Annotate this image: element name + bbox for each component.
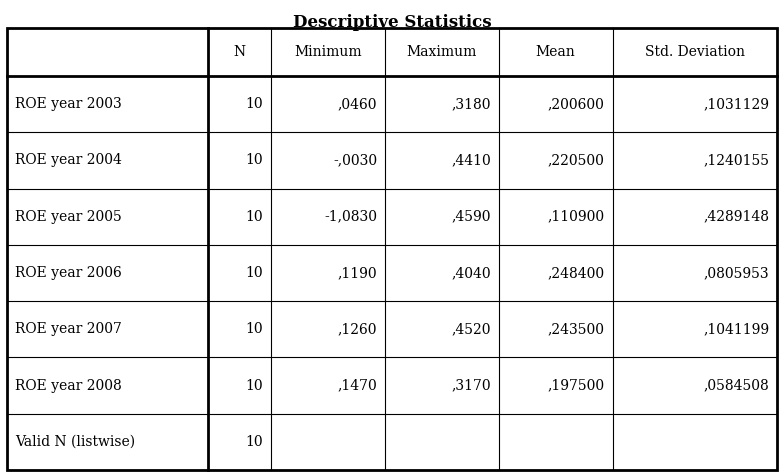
Text: ,4410: ,4410 xyxy=(451,153,491,168)
Text: ,220500: ,220500 xyxy=(548,153,604,168)
Text: ,4289148: ,4289148 xyxy=(703,210,769,224)
Text: ,0584508: ,0584508 xyxy=(703,378,769,393)
Text: ROE year 2004: ROE year 2004 xyxy=(15,153,122,168)
Text: ,4040: ,4040 xyxy=(452,266,491,280)
Text: 10: 10 xyxy=(246,153,263,168)
Text: Descriptive Statistics: Descriptive Statistics xyxy=(292,14,492,31)
Text: 10: 10 xyxy=(246,378,263,393)
Text: ,1260: ,1260 xyxy=(338,322,377,336)
Text: 10: 10 xyxy=(246,322,263,336)
Text: ,4520: ,4520 xyxy=(452,322,491,336)
Text: ,0460: ,0460 xyxy=(338,97,377,111)
Text: ROE year 2008: ROE year 2008 xyxy=(15,378,122,393)
Text: ,1031129: ,1031129 xyxy=(703,97,769,111)
Text: Std. Deviation: Std. Deviation xyxy=(644,45,745,59)
Text: ROE year 2006: ROE year 2006 xyxy=(15,266,122,280)
Text: ,3180: ,3180 xyxy=(452,97,491,111)
Text: ,1190: ,1190 xyxy=(338,266,377,280)
Text: -1,0830: -1,0830 xyxy=(324,210,377,224)
Text: 10: 10 xyxy=(246,266,263,280)
Text: ,248400: ,248400 xyxy=(547,266,604,280)
Text: ,197500: ,197500 xyxy=(547,378,604,393)
Text: ,243500: ,243500 xyxy=(548,322,604,336)
Text: Minimum: Minimum xyxy=(294,45,362,59)
Text: Maximum: Maximum xyxy=(407,45,477,59)
Text: ,4590: ,4590 xyxy=(452,210,491,224)
Text: Mean: Mean xyxy=(535,45,575,59)
Text: 10: 10 xyxy=(246,97,263,111)
Text: ,1470: ,1470 xyxy=(337,378,377,393)
Text: Valid N (listwise): Valid N (listwise) xyxy=(15,435,135,449)
Text: ROE year 2007: ROE year 2007 xyxy=(15,322,122,336)
Text: ,110900: ,110900 xyxy=(547,210,604,224)
Text: ROE year 2003: ROE year 2003 xyxy=(15,97,122,111)
Text: ,200600: ,200600 xyxy=(548,97,604,111)
Text: 10: 10 xyxy=(246,210,263,224)
Text: ,1041199: ,1041199 xyxy=(703,322,769,336)
Text: -,0030: -,0030 xyxy=(333,153,377,168)
Text: ROE year 2005: ROE year 2005 xyxy=(15,210,122,224)
Text: ,1240155: ,1240155 xyxy=(703,153,769,168)
Text: ,3170: ,3170 xyxy=(452,378,491,393)
Text: 10: 10 xyxy=(246,435,263,449)
Text: N: N xyxy=(234,45,246,59)
Text: ,0805953: ,0805953 xyxy=(703,266,769,280)
